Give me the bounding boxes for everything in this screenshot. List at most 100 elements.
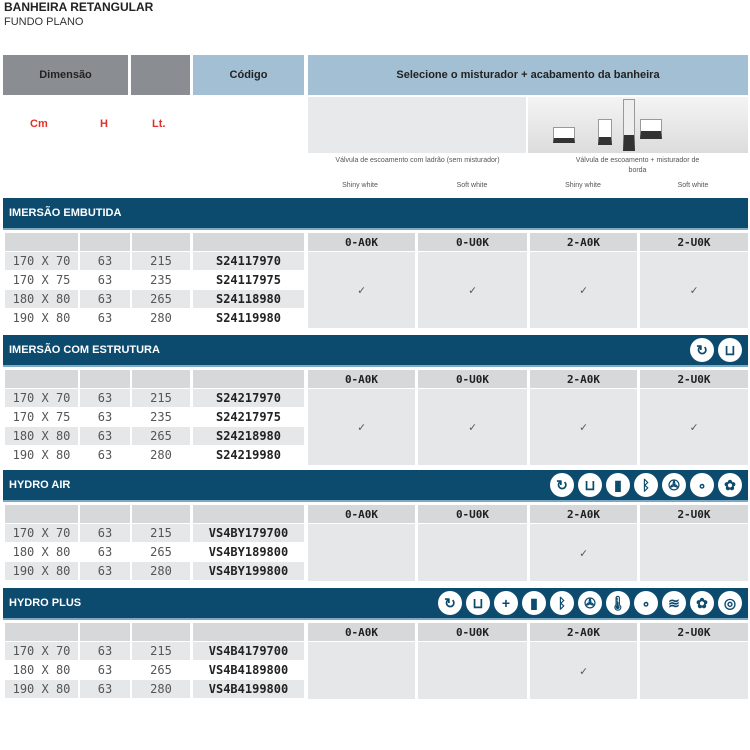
availability-cell (640, 524, 748, 581)
air-jets-icon: ✇ (662, 473, 686, 497)
dimension-value: 265 (132, 290, 190, 308)
thermometer-icon: 🌡 (606, 591, 630, 615)
feature-icons: ↻ ⊔ + ▮ ᛒ ✇ 🌡 ∘ ≋ ✿ ◎ (438, 591, 748, 615)
dimension-value: 63 (80, 661, 130, 679)
check-icon: ✓ (530, 524, 637, 581)
dimension-value: 265 (132, 543, 190, 561)
header-codigo: Código (193, 55, 304, 95)
unit-cm: Cm (30, 118, 48, 130)
column-header-code: 2-U0K (640, 233, 748, 251)
option-1-caption: Válvula de escoamento com ladrão (sem mi… (335, 157, 500, 164)
dimension-value: 190 X 80 (5, 309, 78, 327)
column-header-code: 0-A0K (308, 233, 415, 251)
column-header-code: 2-U0K (640, 505, 748, 523)
dimension-value: 280 (132, 446, 190, 464)
product-code: S24117975 (193, 271, 304, 289)
dimension-value: 63 (80, 389, 130, 407)
column-header-code: 2-U0K (640, 370, 748, 388)
dimension-value: 190 X 80 (5, 680, 78, 698)
dimension-value: 265 (132, 427, 190, 445)
section-header: IMERSÃO EMBUTIDA (3, 198, 748, 230)
availability-cell (418, 642, 527, 699)
product-code: S24118980 (193, 290, 304, 308)
dimension-value: 63 (80, 309, 130, 327)
dimension-value: 180 X 80 (5, 661, 78, 679)
column-header-code: 0-U0K (418, 505, 527, 523)
section-title: HYDRO PLUS (9, 597, 82, 609)
header-blank (131, 55, 190, 95)
product-code: VS4B4179700 (193, 642, 304, 660)
dimension-value: 63 (80, 252, 130, 270)
section-title: IMERSÃO COM ESTRUTURA (9, 344, 160, 356)
page-title: BANHEIRA RETANGULAR (4, 0, 154, 14)
check-icon: ✓ (418, 389, 527, 465)
column-header-blank (193, 370, 304, 388)
dimension-value: 170 X 70 (5, 252, 78, 270)
dimension-value: 235 (132, 408, 190, 426)
dimension-value: 180 X 80 (5, 427, 78, 445)
headrest-icon: ↻ (550, 473, 574, 497)
check-icon: ✓ (308, 252, 415, 328)
plus-icon: + (494, 591, 518, 615)
column-header-blank (5, 505, 78, 523)
bubbles-icon: ∘ (634, 591, 658, 615)
mixer-product-image (528, 97, 748, 153)
product-code: VS4BY189800 (193, 543, 304, 561)
dimension-value: 280 (132, 680, 190, 698)
column-header-code: 0-U0K (418, 233, 527, 251)
availability-cell (308, 642, 415, 699)
dimension-value: 190 X 80 (5, 562, 78, 580)
dimension-value: 170 X 75 (5, 408, 78, 426)
column-header-code: 2-A0K (530, 623, 637, 641)
section-header: IMERSÃO COM ESTRUTURA ↻ ⊔ (3, 335, 748, 367)
unit-lt: Lt. (152, 118, 166, 130)
aroma-icon: ✿ (718, 473, 742, 497)
grab-handle-icon: ⊔ (466, 591, 490, 615)
hydro-jets-icon: ≋ (662, 591, 686, 615)
headrest-icon: ↻ (690, 338, 714, 362)
bluetooth-icon: ᛒ (550, 591, 574, 615)
dimension-value: 215 (132, 642, 190, 660)
grab-handle-icon: ⊔ (718, 338, 742, 362)
dimension-value: 170 X 70 (5, 642, 78, 660)
dimension-value: 170 X 70 (5, 389, 78, 407)
dimension-value: 265 (132, 661, 190, 679)
column-header-blank (193, 233, 304, 251)
grab-handle-icon: ⊔ (578, 473, 602, 497)
page-subtitle: FUNDO PLANO (4, 16, 84, 28)
finish-label: Soft white (456, 182, 488, 189)
check-icon: ✓ (308, 389, 415, 465)
product-code: VS4B4199800 (193, 680, 304, 698)
product-code: S24219980 (193, 446, 304, 464)
product-code: VS4BY179700 (193, 524, 304, 542)
dimension-value: 170 X 75 (5, 271, 78, 289)
product-code: S24117970 (193, 252, 304, 270)
header-dimensao: Dimensão (3, 55, 128, 95)
option-image-placeholder (308, 97, 526, 153)
dimension-value: 190 X 80 (5, 446, 78, 464)
aroma-icon: ✿ (690, 591, 714, 615)
check-icon: ✓ (640, 252, 748, 328)
dimension-value: 63 (80, 680, 130, 698)
availability-cell (308, 524, 415, 581)
column-header-code: 2-U0K (640, 623, 748, 641)
finish-label: Soft white (677, 182, 709, 189)
dimension-value: 180 X 80 (5, 290, 78, 308)
column-header-blank (132, 370, 190, 388)
product-code: S24217970 (193, 389, 304, 407)
column-header-blank (80, 233, 130, 251)
column-header-code: 0-A0K (308, 370, 415, 388)
availability-cell (640, 642, 748, 699)
column-header-code: 2-A0K (530, 505, 637, 523)
column-header-code: 2-A0K (530, 233, 637, 251)
led-light-icon: ▮ (606, 473, 630, 497)
column-header-blank (132, 233, 190, 251)
dimension-value: 63 (80, 271, 130, 289)
column-header-code: 0-U0K (418, 370, 527, 388)
dimension-value: 63 (80, 562, 130, 580)
finish-label: Shiny white (342, 182, 378, 189)
column-header-blank (5, 370, 78, 388)
header-selecione: Selecione o misturador + acabamento da b… (308, 55, 748, 95)
dimension-value: 63 (80, 427, 130, 445)
column-header-code: 0-A0K (308, 623, 415, 641)
